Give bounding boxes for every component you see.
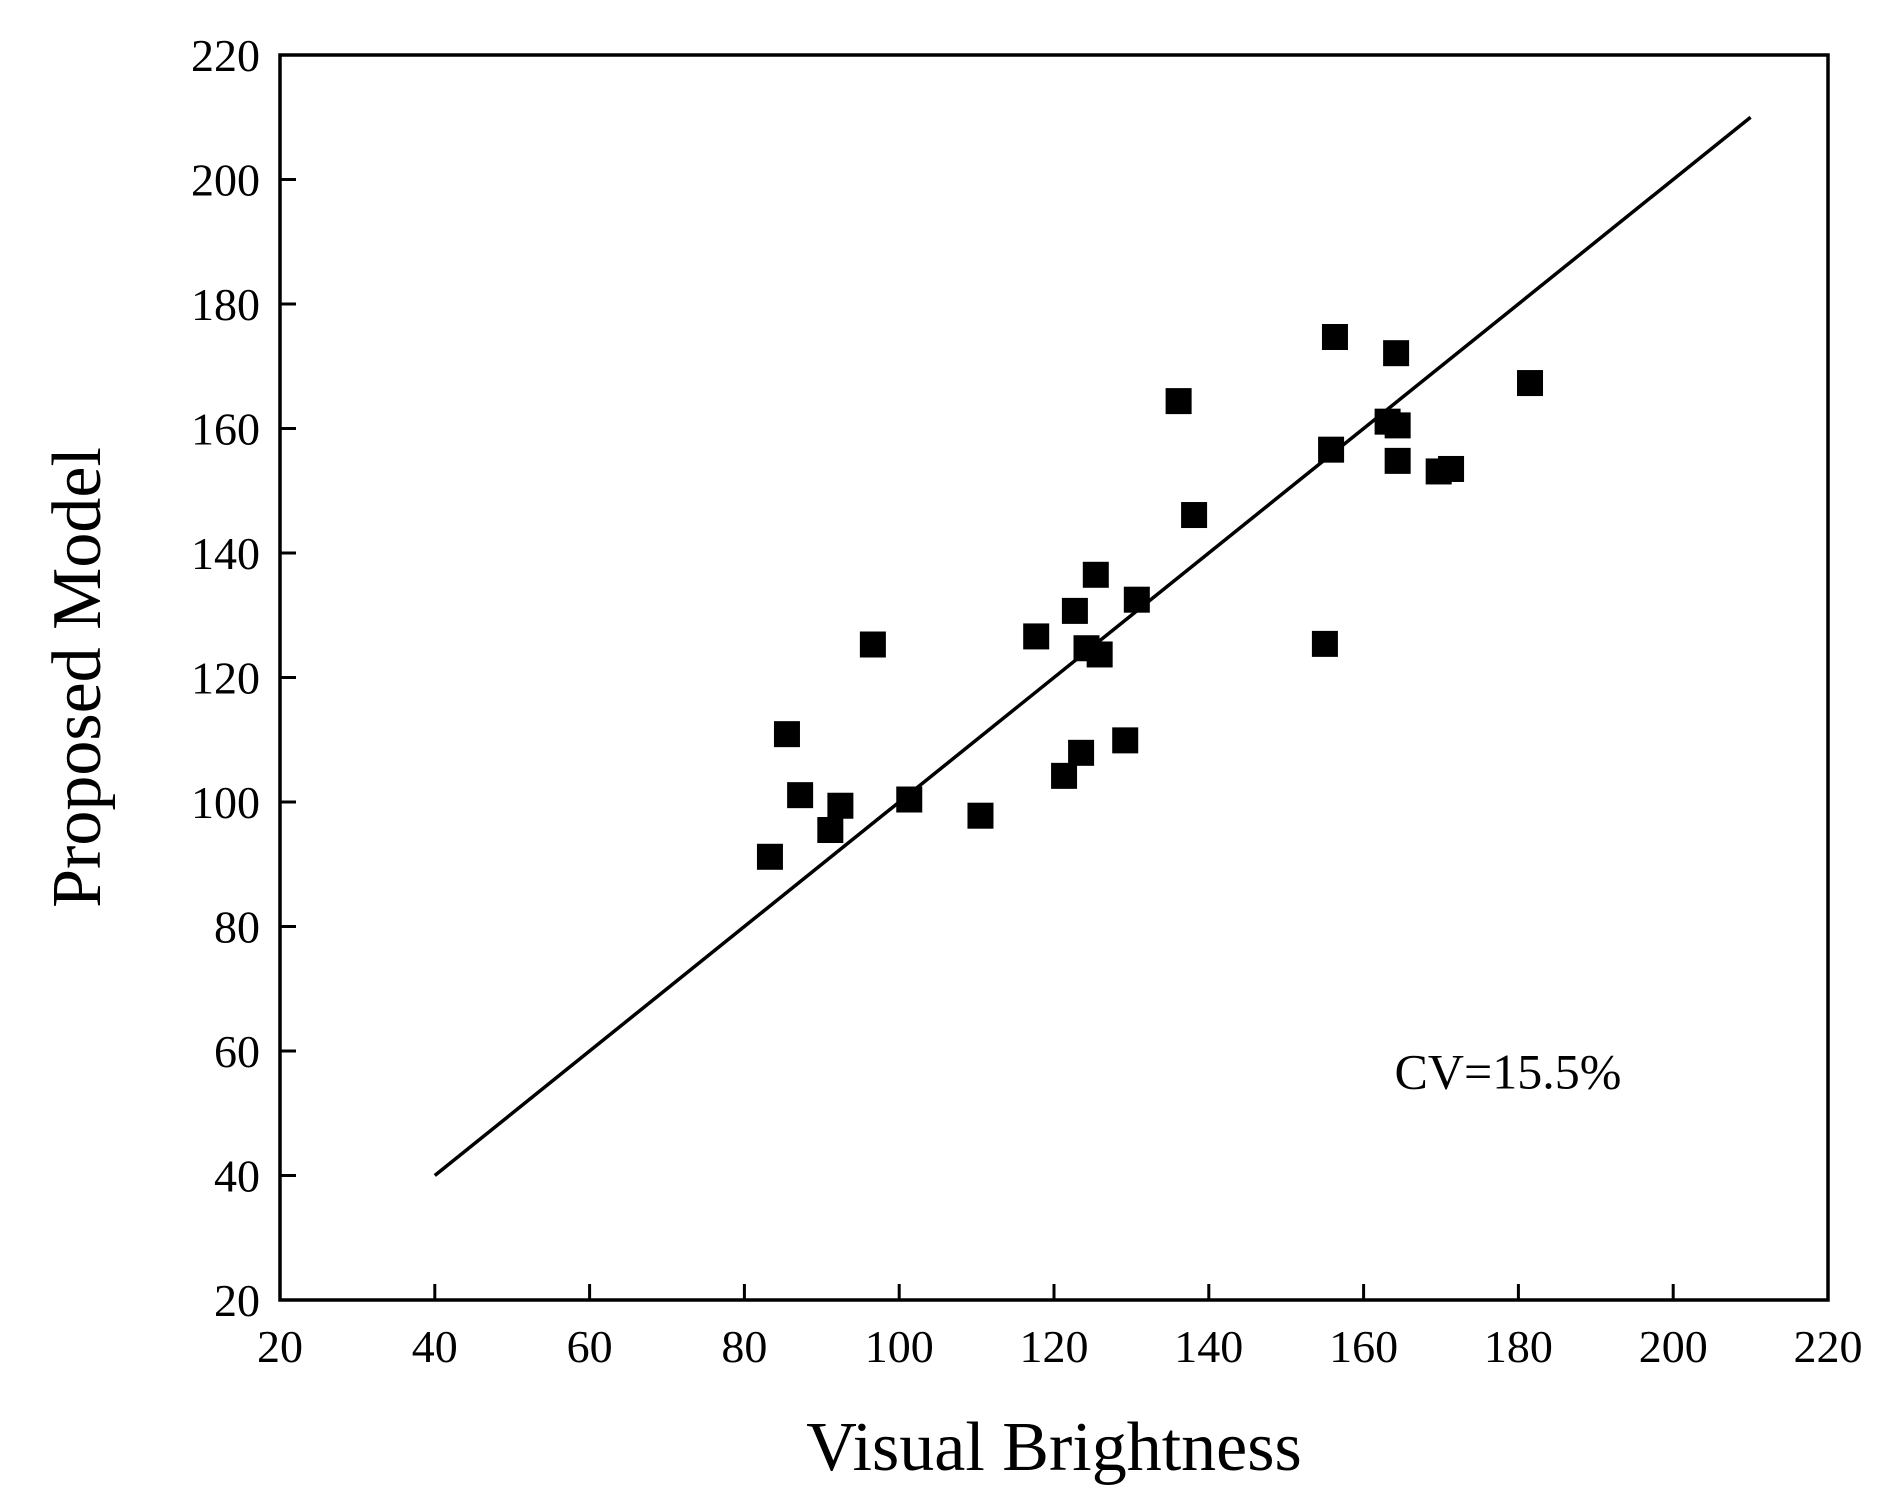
cv-annotation: CV=15.5% xyxy=(1395,1043,1622,1099)
x-tick-label: 40 xyxy=(412,1321,458,1372)
data-point xyxy=(817,817,844,844)
y-axis-label: Proposed Model xyxy=(39,447,116,908)
data-point xyxy=(1384,447,1411,474)
x-tick-label: 80 xyxy=(721,1321,767,1372)
data-point xyxy=(1112,727,1139,754)
x-tick-label: 120 xyxy=(1020,1321,1089,1372)
y-tick-label: 140 xyxy=(191,528,260,579)
data-point xyxy=(1383,340,1410,367)
data-point xyxy=(859,631,886,658)
data-point xyxy=(756,843,783,870)
data-point xyxy=(1051,762,1078,789)
data-point xyxy=(1311,630,1338,657)
x-tick-label: 160 xyxy=(1329,1321,1398,1372)
y-tick-label: 20 xyxy=(214,1275,260,1326)
data-point xyxy=(1086,641,1113,668)
data-point xyxy=(1318,436,1345,463)
data-point xyxy=(896,786,923,813)
data-point xyxy=(1181,502,1208,529)
data-point xyxy=(773,721,800,748)
data-point xyxy=(1023,623,1050,650)
y-tick-label: 180 xyxy=(191,279,260,330)
data-point xyxy=(1165,388,1192,415)
data-point xyxy=(1061,597,1088,624)
y-tick-label: 200 xyxy=(191,155,260,206)
y-tick-label: 80 xyxy=(214,902,260,953)
x-tick-label: 60 xyxy=(567,1321,613,1372)
data-point xyxy=(787,782,814,809)
x-tick-label: 140 xyxy=(1174,1321,1243,1372)
data-point xyxy=(1082,561,1109,588)
x-tick-label: 20 xyxy=(257,1321,303,1372)
x-axis-label: Visual Brightness xyxy=(806,1409,1302,1486)
data-point xyxy=(967,802,994,829)
x-tick-label: 100 xyxy=(865,1321,934,1372)
y-tick-label: 120 xyxy=(191,653,260,704)
x-tick-label: 200 xyxy=(1639,1321,1708,1372)
x-tick-label: 180 xyxy=(1484,1321,1553,1372)
data-point xyxy=(1321,323,1348,350)
data-point xyxy=(1438,455,1465,482)
data-point xyxy=(1123,586,1150,613)
data-point xyxy=(1384,412,1411,439)
data-point xyxy=(1517,370,1544,397)
x-tick-label: 220 xyxy=(1794,1321,1863,1372)
data-point xyxy=(1068,739,1095,766)
data-point xyxy=(827,792,854,819)
y-tick-label: 60 xyxy=(214,1026,260,1077)
plot-frame xyxy=(278,53,1830,1302)
y-tick-label: 160 xyxy=(191,404,260,455)
y-tick-label: 100 xyxy=(191,777,260,828)
y-tick-label: 40 xyxy=(214,1151,260,1202)
y-tick-label: 220 xyxy=(191,30,260,81)
